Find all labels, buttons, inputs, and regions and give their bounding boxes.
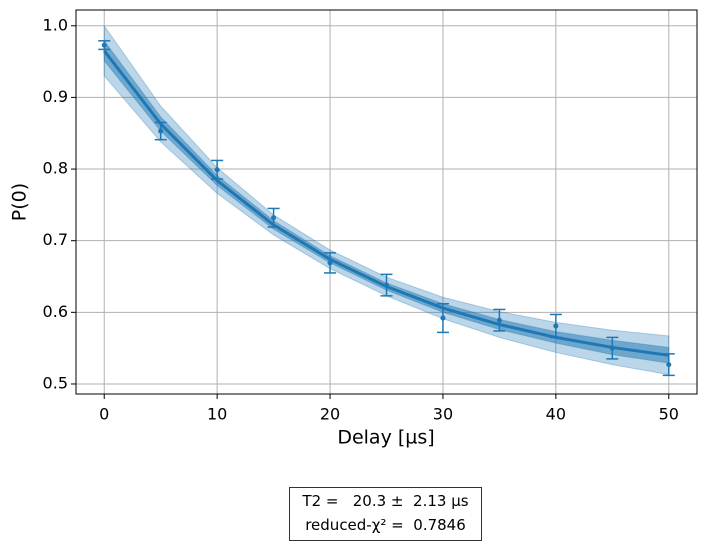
plot-frame (75, 9, 698, 395)
data-point (101, 42, 107, 48)
data-point (384, 282, 389, 288)
chart: Delay [µs] P(0) 0 10 20 30 40 50 0.5 0.6 0.7 0.8 0… (9, 9, 698, 449)
data-point (496, 317, 502, 323)
data-point (609, 345, 615, 351)
confidence-band-inner (103, 39, 670, 364)
annotation-box: T2 = 20.3 ± 2.13 µs reduced-χ² = 0.7846 (289, 487, 482, 541)
y-tick-label: 0.9 (43, 87, 68, 106)
x-axis-label: Delay [µs] (337, 427, 434, 449)
y-tick-label: 0.6 (43, 302, 68, 321)
data-point (553, 323, 559, 329)
y-tick-label: 0.8 (43, 159, 68, 178)
y-tick-label: 0.7 (43, 230, 68, 249)
data-point (214, 167, 220, 173)
annotation: reduced-χ² = 0.7846 (305, 516, 466, 534)
y-tick-label: 0.5 (43, 373, 68, 392)
x-tick-label: 10 (207, 405, 227, 424)
x-tick-label: 30 (433, 405, 453, 424)
y-axis-label: P(0) (9, 183, 31, 221)
x-tick-label: 20 (320, 405, 340, 424)
data-point (440, 315, 446, 321)
x-tick-label: 40 (546, 405, 566, 424)
x-tick-label: 0 (99, 405, 109, 424)
confidence-band-outer (103, 24, 670, 376)
y-tick-label: 1.0 (43, 15, 68, 34)
annotation: T2 = 20.3 ± 2.13 µs (302, 492, 469, 510)
fit-line (103, 49, 669, 357)
data-point (271, 215, 277, 221)
data-point (158, 128, 164, 134)
data-point (666, 362, 672, 368)
data-point (327, 260, 333, 266)
x-tick-label: 50 (659, 405, 679, 424)
